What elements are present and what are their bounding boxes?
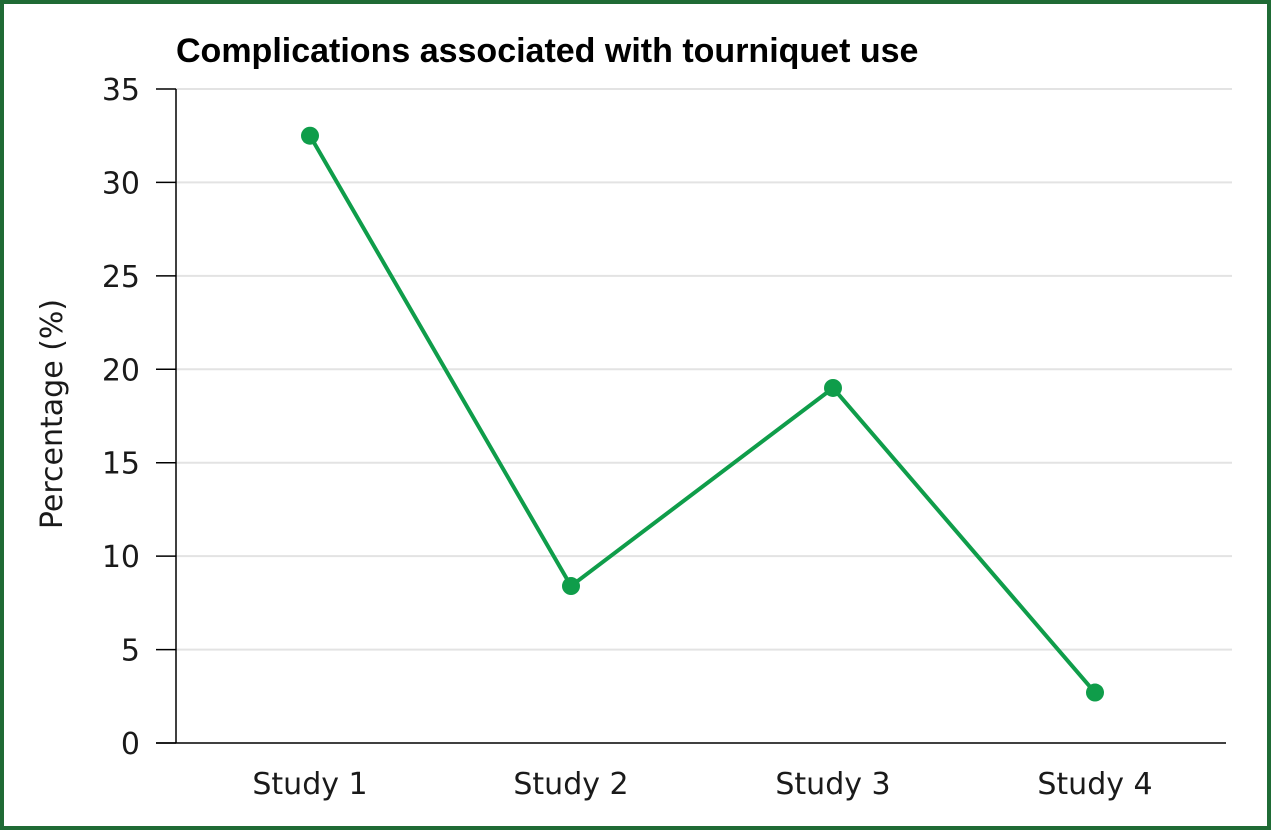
- series-line: [308, 134, 1097, 694]
- gridlines: [176, 88, 1232, 651]
- y-tick-label: 15: [102, 447, 140, 482]
- y-tick-label: 35: [102, 73, 140, 108]
- x-tick-label: Study 2: [513, 767, 628, 802]
- data-point: [1086, 683, 1104, 702]
- y-tick-label: 10: [102, 540, 140, 575]
- data-point: [301, 126, 319, 145]
- y-tick-label: 20: [102, 353, 140, 388]
- series-layer: [301, 126, 1104, 702]
- x-tick-label: Study 1: [252, 767, 367, 802]
- line-chart: Complications associated with tourniquet…: [35, 32, 1232, 802]
- data-point: [562, 577, 580, 596]
- y-tick-label: 25: [102, 260, 140, 295]
- y-tick-label: 0: [121, 727, 140, 762]
- y-axis-label: Percentage (%): [35, 299, 70, 529]
- y-tick-label: 5: [121, 634, 140, 669]
- x-tick-label: Study 4: [1037, 767, 1152, 802]
- y-tick-label: 30: [102, 166, 140, 201]
- axes: 0 5 10 15 20 25 30 35 Study 1 Study 2 Study 3 Study…: [102, 73, 1226, 802]
- chart-title: Complications associated with tourniquet…: [176, 32, 918, 70]
- x-tick-label: Study 3: [775, 767, 890, 802]
- data-point: [824, 378, 842, 397]
